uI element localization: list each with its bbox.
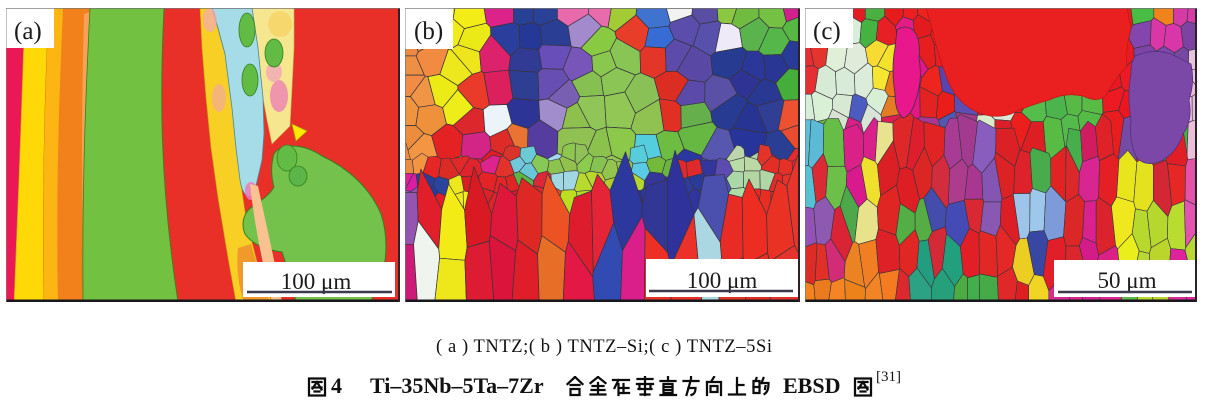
svg-text:(b): (b) (414, 18, 443, 45)
svg-text:50 μm: 50 μm (1098, 268, 1157, 293)
svg-text:100 μm: 100 μm (281, 269, 352, 294)
svg-text:(c): (c) (813, 18, 841, 45)
svg-text:100 μm: 100 μm (687, 268, 758, 293)
svg-text:(a): (a) (14, 18, 42, 45)
